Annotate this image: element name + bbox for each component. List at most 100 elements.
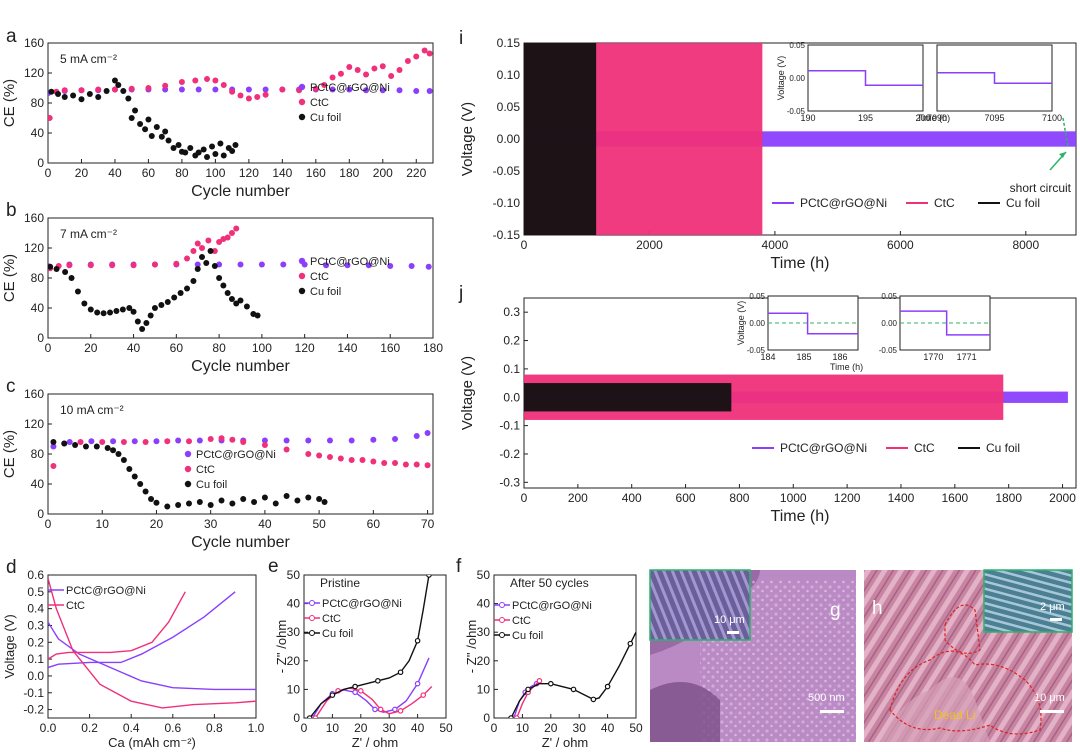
y-tick-label: 160 bbox=[24, 36, 44, 50]
x-tick-label: 4000 bbox=[762, 238, 789, 252]
y-tick-label: -0.10 bbox=[493, 196, 521, 210]
data-point-pctc bbox=[212, 86, 219, 93]
series-line-ctc bbox=[48, 578, 256, 709]
inset-trace bbox=[900, 310, 990, 336]
x-tick-label: 180 bbox=[423, 341, 443, 355]
data-point-cu bbox=[78, 96, 85, 103]
data-point-cu bbox=[104, 445, 111, 451]
x-tick-label: 20 bbox=[354, 721, 368, 735]
scale-label-h-inset: 2 μm bbox=[1040, 601, 1065, 613]
data-point-ctc bbox=[363, 71, 370, 78]
current-density-label: 7 mA cm⁻² bbox=[60, 227, 117, 241]
x-tick-label: 20 bbox=[75, 166, 89, 180]
y-axis-label: - Z'' /ohm bbox=[274, 620, 289, 673]
data-point-pctc bbox=[414, 680, 421, 687]
legend-label-pctc: PCtC@rGO@Ni bbox=[322, 598, 402, 610]
legend-label-cu: Cu foil bbox=[310, 112, 341, 124]
x-tick-label: 0 bbox=[301, 721, 308, 735]
data-point-cu bbox=[184, 285, 191, 292]
chart-panel-c: c 0 40 80 120 160 0 10 20 30 40 50 60 70 Cycle number C… bbox=[1, 376, 435, 551]
data-point-cu bbox=[207, 502, 214, 508]
y-tick-label: 40 bbox=[477, 597, 491, 611]
data-point-ctc bbox=[536, 678, 543, 684]
x-tick-label: 2000 bbox=[636, 238, 663, 252]
data-point-cu bbox=[115, 82, 122, 88]
inset-y-axis-label: Voltage (V) bbox=[776, 56, 786, 101]
data-point-ctc bbox=[120, 439, 127, 445]
data-point-cu bbox=[139, 326, 146, 332]
x-tick-label: 40 bbox=[411, 721, 425, 735]
y-tick-label: -0.1 bbox=[499, 419, 520, 433]
series-group bbox=[306, 575, 433, 718]
data-point-pctc bbox=[258, 261, 265, 268]
data-point-cu bbox=[170, 145, 177, 151]
data-point-cu bbox=[148, 496, 155, 502]
inset-x-tick-label: 195 bbox=[858, 113, 873, 123]
legend-label-ctc: CtC bbox=[310, 97, 329, 109]
data-point-ctc bbox=[95, 86, 102, 93]
data-point-ctc bbox=[184, 255, 191, 262]
x-tick-label: 120 bbox=[295, 341, 315, 355]
inset-x-tick-label: 1770 bbox=[923, 352, 943, 362]
data-point-ctc bbox=[199, 245, 205, 251]
data-point-ctc bbox=[173, 260, 180, 267]
inset-x-axis-label: Time (h) bbox=[830, 362, 863, 372]
data-point-cu bbox=[375, 678, 381, 684]
data-point-ctc bbox=[204, 76, 211, 82]
data-point-cu bbox=[61, 440, 68, 447]
data-point-pctc bbox=[392, 436, 399, 442]
y-tick-label: 20 bbox=[477, 654, 491, 668]
inset-x-axis-label: Time (h) bbox=[917, 113, 950, 123]
data-point-cu bbox=[426, 575, 432, 578]
data-point-cu bbox=[55, 91, 62, 97]
data-point-cu bbox=[145, 116, 152, 123]
legend-marker-pctc bbox=[309, 600, 315, 606]
data-point-ctc bbox=[66, 262, 73, 269]
series-group bbox=[48, 578, 256, 709]
x-axis-label: Z' / ohm bbox=[542, 735, 589, 750]
inset-x-tick-label: 185 bbox=[796, 352, 811, 362]
panel-label-g: g bbox=[830, 600, 841, 621]
cycling-band-cu bbox=[524, 383, 732, 412]
y-axis-label: CE (%) bbox=[1, 254, 18, 302]
data-point-cu bbox=[187, 145, 194, 151]
data-point-cu bbox=[224, 290, 231, 296]
data-point-pctc bbox=[237, 261, 244, 268]
legend-label-ctc: CtC bbox=[914, 441, 935, 455]
y-tick-label: -0.2 bbox=[499, 447, 520, 461]
inset-i-2: 7090 7095 7100 bbox=[927, 44, 1062, 123]
series-line-pctc bbox=[311, 657, 430, 718]
x-tick-label: 0.4 bbox=[123, 721, 140, 735]
x-tick-label: 30 bbox=[204, 517, 218, 531]
legend-label-pctc: PCtC@rGO@Ni bbox=[310, 82, 390, 94]
legend-marker-cu bbox=[499, 632, 505, 638]
y-tick-label: 10 bbox=[477, 682, 491, 696]
data-point-cu bbox=[199, 254, 205, 260]
y-tick-label: 120 bbox=[24, 66, 44, 80]
data-point-cu bbox=[182, 149, 189, 156]
data-point-ctc bbox=[305, 451, 312, 457]
legend-marker-pctc bbox=[499, 602, 505, 608]
data-point-cu bbox=[211, 263, 218, 269]
data-point-cu bbox=[272, 500, 279, 507]
data-point-cu bbox=[134, 318, 141, 325]
panel-label: d bbox=[6, 557, 17, 578]
data-point-cu bbox=[196, 499, 203, 505]
data-point-cu bbox=[306, 715, 313, 718]
inset-y-tick-label: 0.00 bbox=[749, 319, 765, 328]
data-point-ctc bbox=[420, 692, 427, 698]
data-point-ctc bbox=[109, 262, 116, 269]
data-point-ctc bbox=[190, 248, 197, 254]
data-point-cu bbox=[204, 154, 211, 160]
data-point-ctc bbox=[228, 230, 235, 236]
data-point-cu bbox=[164, 503, 171, 510]
series-line-pctc bbox=[48, 591, 236, 669]
data-point-pctc bbox=[424, 430, 431, 436]
data-point-cu bbox=[137, 481, 144, 487]
data-point-pctc bbox=[413, 88, 420, 94]
data-point-cu bbox=[95, 94, 102, 100]
data-point-cu bbox=[261, 494, 268, 501]
data-point-cu bbox=[229, 148, 236, 154]
data-point-cu bbox=[158, 133, 165, 140]
x-tick-label: 80 bbox=[175, 166, 189, 180]
